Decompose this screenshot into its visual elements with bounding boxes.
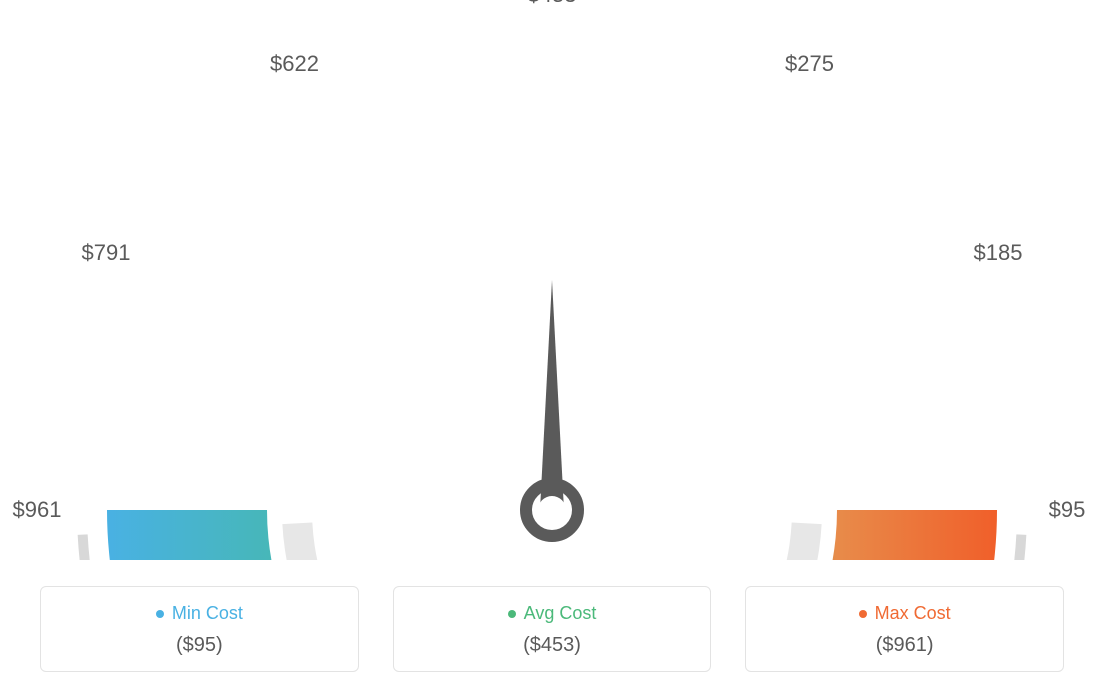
gauge-tick-minor	[153, 365, 181, 375]
gauge-tick-label: $961	[13, 497, 62, 523]
gauge-tick-label: $791	[82, 240, 131, 266]
legend-row: Min Cost ($95) Avg Cost ($453) Max Cost …	[0, 586, 1104, 672]
legend-label-avg: Avg Cost	[524, 603, 597, 624]
gauge-tick-minor	[806, 184, 825, 207]
legend-dot-avg	[508, 610, 516, 618]
gauge-needle	[540, 280, 564, 510]
gauge-tick-label: $95	[1049, 497, 1086, 523]
gauge-tick-minor	[621, 91, 626, 121]
gauge-tick-minor	[687, 111, 697, 139]
gauge-tick-minor	[855, 237, 878, 256]
gauge-tick-label: $185	[974, 240, 1023, 266]
gauge-tick-major	[184, 298, 232, 326]
gauge-tick-minor	[923, 365, 951, 375]
gauge-tick-minor	[478, 91, 483, 121]
gauge-tick-major	[737, 142, 765, 190]
legend-value-avg: ($453)	[404, 634, 701, 657]
legend-card-avg: Avg Cost ($453)	[393, 586, 712, 672]
legend-dot-max	[859, 610, 867, 618]
legend-label-max: Max Cost	[875, 603, 951, 624]
gauge-chart: $95 $185 $275 $453 $622 $791 $961	[0, 0, 1104, 560]
gauge-tick-minor	[407, 111, 417, 139]
legend-card-min: Min Cost ($95)	[40, 586, 359, 672]
legend-dot-min	[156, 610, 164, 618]
gauge-tick-minor	[133, 436, 163, 441]
legend-card-max: Max Cost ($961)	[745, 586, 1064, 672]
gauge-tick-major	[340, 142, 368, 190]
gauge-tick-label: $275	[785, 51, 834, 77]
gauge-tick-minor	[279, 184, 298, 207]
legend-label-min: Min Cost	[172, 603, 243, 624]
gauge-tick-label: $453	[528, 0, 577, 8]
legend-value-max: ($961)	[756, 634, 1053, 657]
gauge-tick-label: $622	[270, 51, 319, 77]
gauge-needle-hub-inner	[538, 496, 566, 524]
legend-value-min: ($95)	[51, 634, 348, 657]
gauge-tick-minor	[941, 436, 971, 441]
gauge-tick-minor	[226, 237, 249, 256]
gauge-svg	[0, 0, 1104, 560]
gauge-tick-major	[872, 298, 920, 326]
